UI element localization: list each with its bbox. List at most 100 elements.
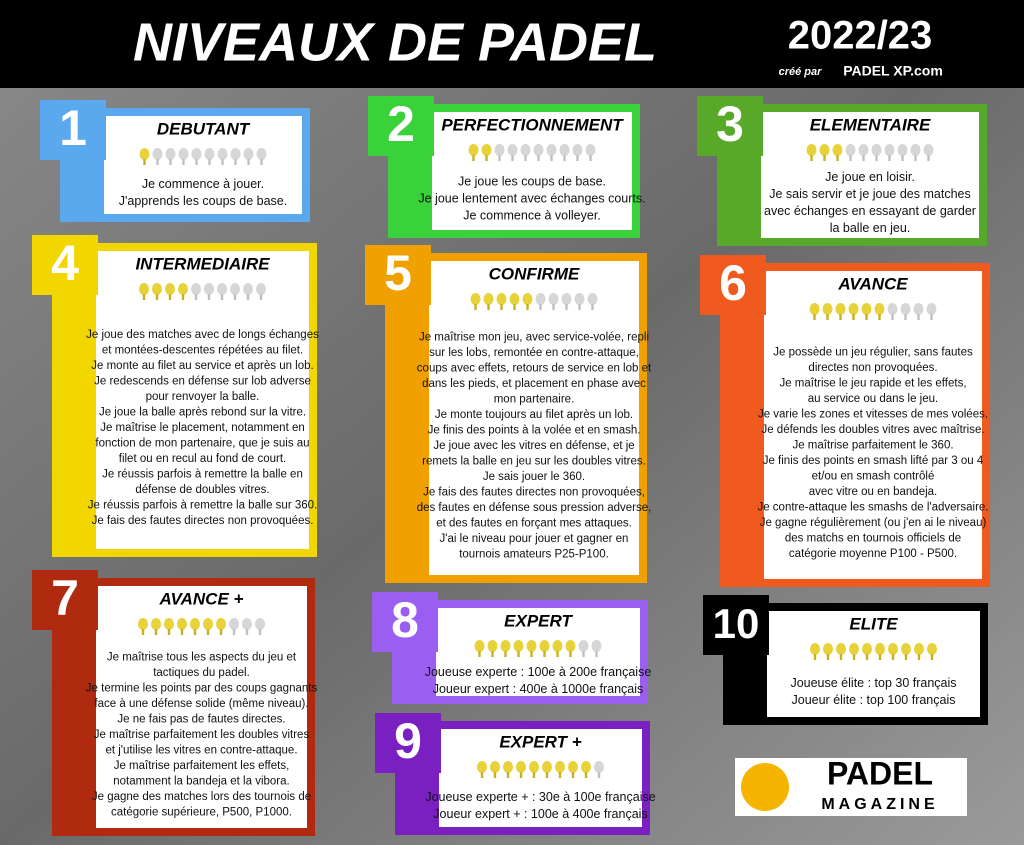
racket-handle: [839, 314, 842, 320]
description-line: Je termine les points par des coups gagn…: [86, 683, 318, 695]
racket-icon: [529, 761, 539, 778]
racket-handle: [578, 304, 581, 310]
racket-head: [139, 148, 150, 160]
description-line: directes non provoquées.: [808, 362, 937, 374]
racket-handle: [927, 155, 930, 161]
racket-handle: [849, 155, 852, 161]
description-line: fonction de mon partenaire, que je suis …: [95, 438, 309, 450]
racket-handle: [550, 155, 553, 161]
racket-icon: [217, 148, 228, 165]
number-tab: [375, 713, 441, 773]
racket-icon: [539, 640, 550, 657]
rating: [809, 303, 885, 320]
racket-icon: [520, 144, 531, 161]
description-line: Je commence à volleyer.: [463, 208, 601, 222]
racket-handle: [167, 629, 171, 635]
racket-head: [204, 283, 214, 295]
racket-icon: [587, 293, 598, 310]
number-tab: [368, 96, 434, 156]
racket-icon: [819, 144, 830, 161]
racket-head: [845, 144, 856, 156]
description-line: filet ou en recul au fond de court.: [119, 453, 287, 465]
racket-icon: [191, 283, 201, 300]
racket-handle: [571, 772, 575, 778]
racket-head: [164, 618, 174, 630]
racket-icon: [832, 144, 843, 161]
number-tab: [32, 570, 98, 630]
racket-head: [809, 303, 820, 315]
racket-head: [887, 303, 898, 315]
racket-handle: [181, 294, 185, 300]
racket-icon: [555, 761, 565, 778]
racket-handle: [491, 651, 494, 657]
racket-icon: [507, 144, 518, 161]
description-line: Je maîtrise mon jeu, avec service-volée,…: [419, 332, 649, 344]
racket-icon: [151, 618, 161, 635]
racket-icon: [901, 643, 911, 660]
racket-head: [548, 293, 559, 305]
racket-icon: [203, 618, 213, 635]
racket-icon: [487, 640, 498, 657]
racket-head: [516, 761, 526, 773]
racket-head: [509, 293, 520, 305]
description-line: catégorie supérieure, P500, P1000.: [111, 807, 292, 819]
racket-handle: [595, 651, 598, 657]
racket-handle: [891, 314, 894, 320]
racket-icon: [565, 640, 576, 657]
description-line: Joueur expert + : 100e à 400e français: [433, 807, 647, 821]
racket-handle: [478, 651, 481, 657]
racket-head: [578, 640, 589, 652]
description-line: Je gagne des matches lors des tournois d…: [92, 791, 311, 803]
racket-handle: [865, 654, 869, 660]
description-line: Je finis des points en smash lifté par 3…: [763, 455, 984, 467]
description-line: et montées-descentes répétées au filet.: [102, 345, 303, 357]
level-card: 7 AVANCE + Je maîtrise tous les aspects du…: [32, 570, 317, 836]
racket-handle: [511, 155, 514, 161]
racket-handle: [180, 629, 184, 635]
racket-handle: [504, 651, 507, 657]
description-line: des matchs en tournois officiels de: [785, 532, 961, 544]
racket-handle: [584, 772, 588, 778]
racket-icon: [533, 144, 544, 161]
racket-icon: [152, 283, 162, 300]
card-inner: [767, 611, 980, 717]
racket-icon: [470, 293, 481, 310]
racket-icon: [552, 640, 563, 657]
description-line: Je gagne régulièrement (ou j'en ai le ni…: [760, 517, 987, 529]
racket-head: [165, 283, 175, 295]
racket-head: [591, 640, 602, 652]
description-line: avec échanges en essayant de garder: [764, 204, 976, 218]
description-line: mon partenaire.: [494, 394, 575, 406]
racket-handle: [506, 772, 510, 778]
logo-brand: PADEL: [827, 755, 933, 791]
number-tab: [32, 235, 98, 295]
number-tab: [700, 255, 766, 315]
racket-icon: [823, 643, 833, 660]
racket-handle: [519, 772, 523, 778]
racket-head: [819, 144, 830, 156]
level-card: 2 PERFECTIONNEMENT Je joue les coups de ba…: [368, 96, 646, 238]
racket-icon: [542, 761, 552, 778]
racket-icon: [255, 618, 265, 635]
racket-head: [875, 643, 885, 655]
racket-handle: [260, 159, 263, 165]
racket-icon: [138, 618, 148, 635]
level-name: CONFIRME: [489, 264, 580, 283]
racket-handle: [839, 654, 843, 660]
credit-prefix: créé par: [779, 66, 823, 78]
level-number: 3: [716, 96, 744, 152]
racket-head: [897, 144, 908, 156]
racket-handle: [569, 651, 572, 657]
racket-handle: [563, 155, 566, 161]
racket-icon: [810, 643, 820, 660]
racket-head: [139, 283, 149, 295]
racket-handle: [556, 651, 559, 657]
description-line: Je varie les zones et vitesses de mes vo…: [758, 408, 988, 420]
racket-head: [255, 618, 265, 630]
racket-head: [923, 144, 934, 156]
description-line: Je joue la balle après rebond sur la vit…: [99, 407, 306, 419]
racket-handle: [558, 772, 562, 778]
racket-head: [165, 148, 176, 160]
level-name: ELEMENTAIRE: [810, 115, 931, 134]
